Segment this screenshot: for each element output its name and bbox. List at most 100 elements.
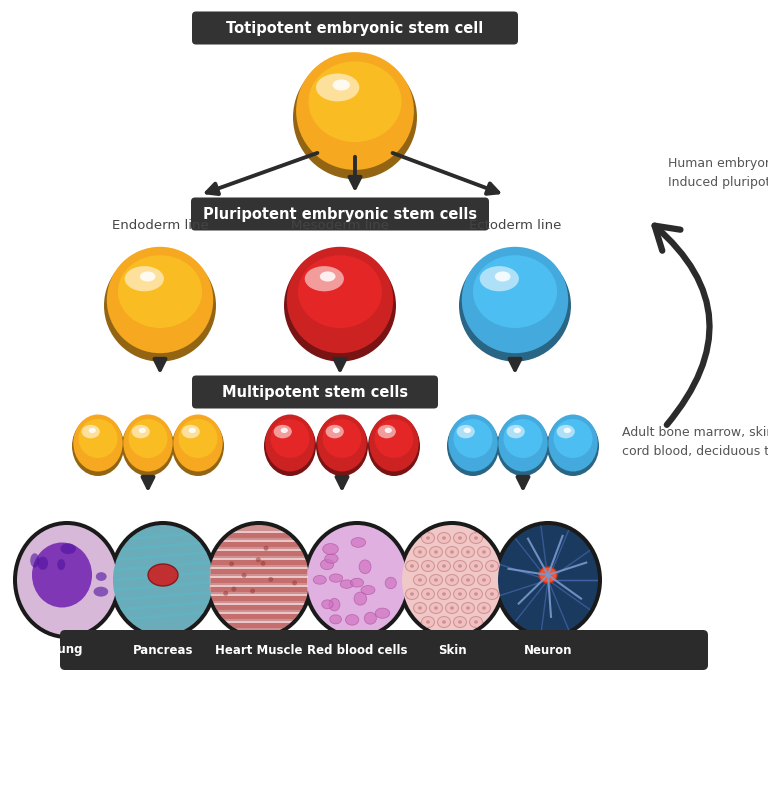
Text: Neuron: Neuron xyxy=(524,644,572,656)
Ellipse shape xyxy=(273,425,292,438)
Bar xyxy=(211,533,307,538)
Ellipse shape xyxy=(72,416,124,476)
Ellipse shape xyxy=(469,533,482,544)
Ellipse shape xyxy=(326,425,344,438)
Ellipse shape xyxy=(429,546,442,557)
Ellipse shape xyxy=(333,427,340,433)
Ellipse shape xyxy=(61,543,76,554)
Ellipse shape xyxy=(449,415,498,471)
Text: Skin: Skin xyxy=(438,644,466,656)
Ellipse shape xyxy=(209,525,309,635)
Ellipse shape xyxy=(333,79,350,91)
Ellipse shape xyxy=(354,592,366,605)
Ellipse shape xyxy=(104,249,216,361)
Ellipse shape xyxy=(264,416,316,476)
Ellipse shape xyxy=(453,533,466,544)
Ellipse shape xyxy=(438,533,451,544)
Ellipse shape xyxy=(406,589,419,600)
Ellipse shape xyxy=(284,249,396,361)
Ellipse shape xyxy=(473,255,557,328)
Ellipse shape xyxy=(205,521,313,639)
Ellipse shape xyxy=(307,525,407,635)
Bar xyxy=(211,586,307,592)
Ellipse shape xyxy=(539,567,557,583)
Bar xyxy=(211,596,307,600)
Ellipse shape xyxy=(122,416,174,476)
Ellipse shape xyxy=(73,415,123,471)
Ellipse shape xyxy=(445,603,458,614)
Ellipse shape xyxy=(438,616,451,627)
Ellipse shape xyxy=(317,415,366,471)
Text: Lung: Lung xyxy=(51,644,83,656)
Ellipse shape xyxy=(406,560,419,571)
Ellipse shape xyxy=(329,574,343,582)
Text: Mesoderm line: Mesoderm line xyxy=(291,219,389,232)
Ellipse shape xyxy=(189,427,196,433)
Ellipse shape xyxy=(450,606,454,610)
Text: Endoderm line: Endoderm line xyxy=(111,219,208,232)
Ellipse shape xyxy=(316,73,359,102)
FancyArrowPatch shape xyxy=(654,226,710,425)
Ellipse shape xyxy=(128,419,167,458)
Ellipse shape xyxy=(124,266,164,291)
Ellipse shape xyxy=(346,615,359,625)
Ellipse shape xyxy=(361,586,375,594)
Ellipse shape xyxy=(426,593,430,596)
Ellipse shape xyxy=(485,589,498,600)
Ellipse shape xyxy=(280,427,288,433)
Ellipse shape xyxy=(462,546,475,557)
Ellipse shape xyxy=(351,538,366,547)
Ellipse shape xyxy=(418,606,422,610)
Text: Ectoderm line: Ectoderm line xyxy=(468,219,561,232)
Ellipse shape xyxy=(548,415,598,471)
Ellipse shape xyxy=(504,419,542,458)
Ellipse shape xyxy=(438,589,451,600)
Ellipse shape xyxy=(438,560,451,571)
Ellipse shape xyxy=(474,564,478,567)
Ellipse shape xyxy=(32,542,92,608)
Ellipse shape xyxy=(485,560,498,571)
Ellipse shape xyxy=(223,591,228,596)
Ellipse shape xyxy=(426,620,430,624)
Ellipse shape xyxy=(376,608,389,619)
Ellipse shape xyxy=(442,593,446,596)
Ellipse shape xyxy=(256,557,261,562)
Ellipse shape xyxy=(313,575,326,584)
Ellipse shape xyxy=(490,564,494,567)
Ellipse shape xyxy=(413,575,426,586)
Ellipse shape xyxy=(426,564,430,567)
Ellipse shape xyxy=(96,572,107,581)
Ellipse shape xyxy=(320,560,334,570)
Ellipse shape xyxy=(498,415,548,471)
Ellipse shape xyxy=(469,560,482,571)
Ellipse shape xyxy=(38,556,48,570)
Ellipse shape xyxy=(482,606,486,610)
Ellipse shape xyxy=(497,416,549,476)
Ellipse shape xyxy=(298,255,382,328)
Ellipse shape xyxy=(369,415,419,471)
Text: Multipotent stem cells: Multipotent stem cells xyxy=(222,385,408,400)
Ellipse shape xyxy=(447,416,499,476)
Ellipse shape xyxy=(118,255,202,328)
Text: Red blood cells: Red blood cells xyxy=(306,644,407,656)
Ellipse shape xyxy=(270,419,310,458)
Ellipse shape xyxy=(268,577,273,582)
Ellipse shape xyxy=(398,521,506,639)
Bar xyxy=(211,550,307,556)
Ellipse shape xyxy=(554,419,592,458)
Ellipse shape xyxy=(368,416,420,476)
Bar xyxy=(211,623,307,627)
Ellipse shape xyxy=(547,416,599,476)
Ellipse shape xyxy=(174,415,223,471)
Ellipse shape xyxy=(57,559,65,570)
Ellipse shape xyxy=(442,536,446,540)
Ellipse shape xyxy=(94,586,108,597)
Ellipse shape xyxy=(305,266,344,291)
Ellipse shape xyxy=(429,575,442,586)
Text: Human embryonic stem cell
Induced pluripotent stem cells: Human embryonic stem cell Induced plurip… xyxy=(668,157,768,189)
Ellipse shape xyxy=(17,525,117,635)
Text: Totipotent embryonic stem cell: Totipotent embryonic stem cell xyxy=(227,20,484,35)
Ellipse shape xyxy=(462,575,475,586)
Ellipse shape xyxy=(478,575,491,586)
Ellipse shape xyxy=(494,521,602,639)
